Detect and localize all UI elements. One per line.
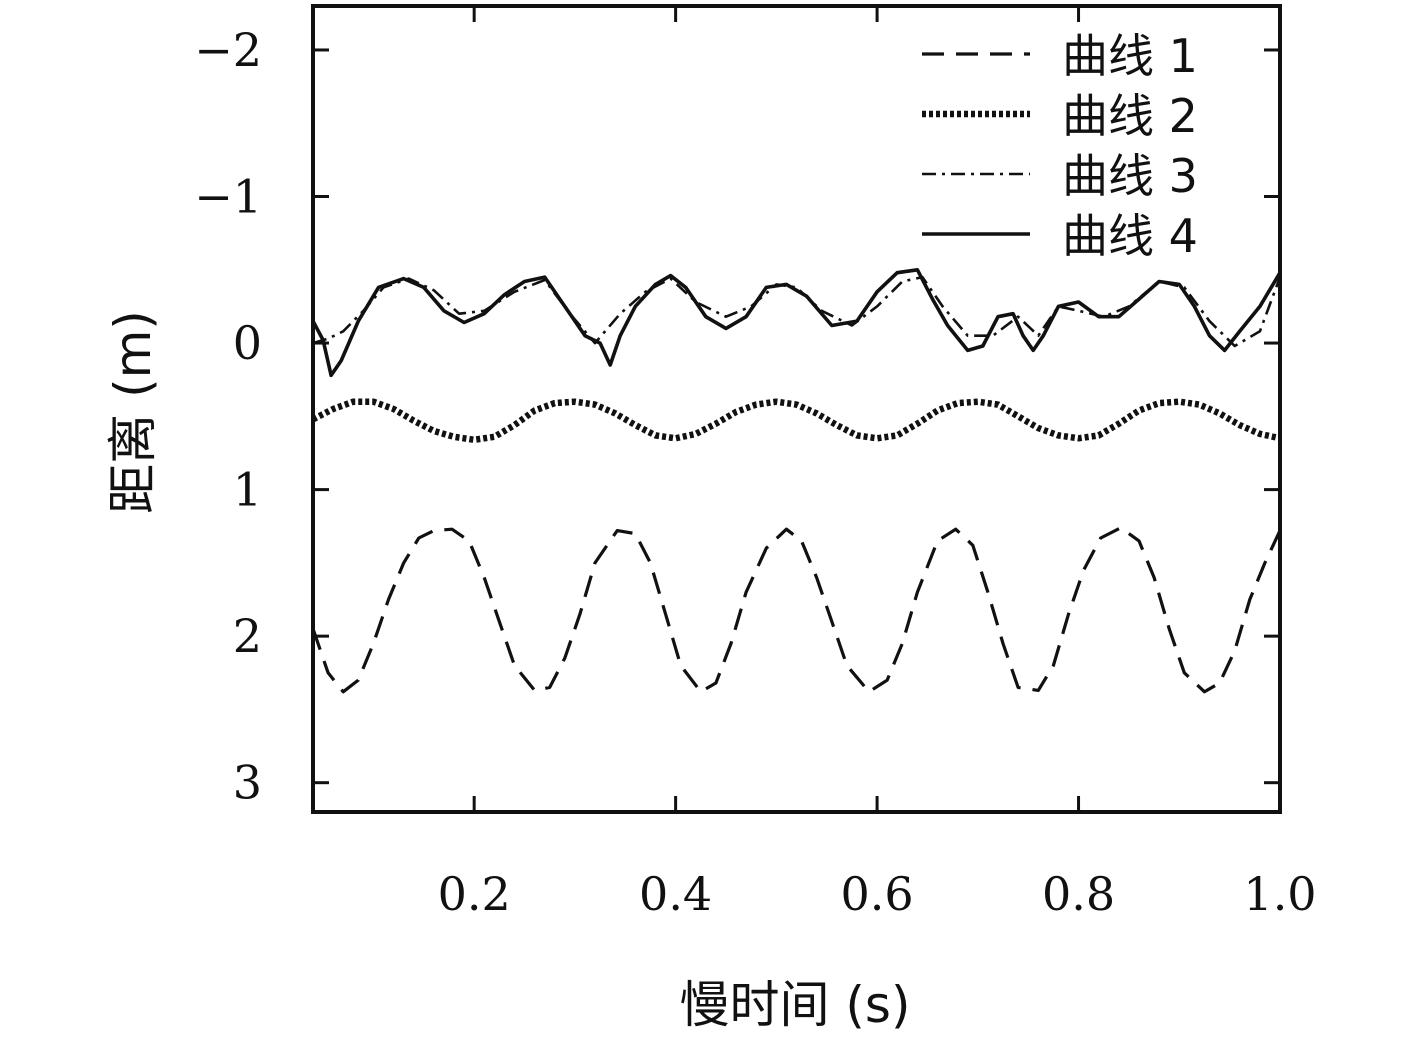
legend-label-4: 曲线 4 — [1062, 209, 1198, 263]
x-tick-label: 1.0 — [1243, 867, 1316, 921]
y-tick-label: 2 — [233, 609, 262, 663]
series-line-2 — [313, 398, 1280, 444]
legend: 曲线 1 曲线 2 曲线 3 曲线 4 — [922, 29, 1198, 263]
x-tick-label: 0.2 — [438, 867, 511, 921]
y-tick-label: −2 — [194, 23, 262, 77]
legend-label-1: 曲线 1 — [1062, 29, 1198, 83]
x-axis-title: 慢时间 (s) — [680, 976, 911, 1034]
x-tick-label: 0.6 — [841, 867, 914, 921]
plot-frame — [311, 4, 1282, 814]
series-line-4 — [313, 268, 1280, 378]
legend-label-3: 曲线 3 — [1062, 149, 1198, 203]
x-tick-label: 0.4 — [639, 867, 712, 921]
axis-ticks: 0.2 0.4 0.6 0.8 1.0 −2 −1 0 1 2 3 — [194, 6, 1317, 921]
legend-label-2: 曲线 2 — [1062, 89, 1198, 143]
y-tick-label: −1 — [194, 170, 262, 224]
x-tick-label: 0.8 — [1042, 867, 1115, 921]
y-axis-title: 距离 (m) — [104, 310, 162, 514]
series-layer — [313, 268, 1280, 694]
y-tick-label: 0 — [233, 316, 262, 370]
y-tick-label: 1 — [233, 463, 262, 517]
y-tick-label: 3 — [233, 756, 262, 810]
